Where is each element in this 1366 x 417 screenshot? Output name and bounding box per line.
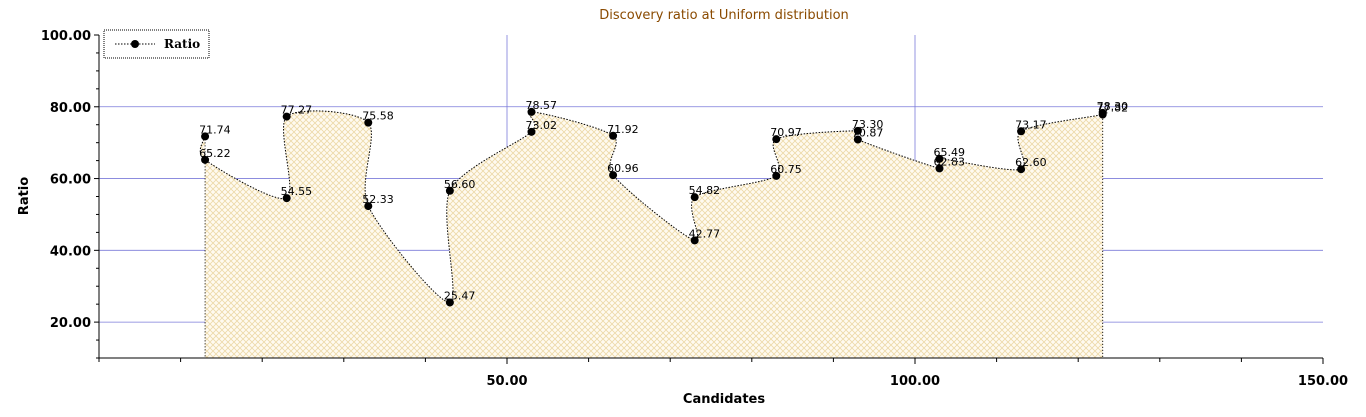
data-label: 52.33 (362, 193, 394, 206)
series-area (200, 110, 1108, 358)
data-point (853, 135, 862, 144)
data-point (1017, 127, 1026, 136)
y-tick-label: 20.00 (50, 316, 91, 331)
data-point (282, 112, 291, 121)
y-tick-label: 80.00 (50, 101, 91, 116)
data-label: 42.77 (689, 227, 721, 240)
data-point (527, 127, 536, 136)
legend-label: Ratio (164, 37, 200, 51)
x-tick-label: 100.00 (890, 374, 940, 389)
data-label: 77.82 (1097, 102, 1129, 115)
y-tick-label: 100.00 (41, 29, 91, 44)
data-point (853, 126, 862, 135)
data-point (201, 132, 210, 141)
data-point (690, 193, 699, 202)
x-axis-label: Candidates (683, 392, 765, 407)
data-points (201, 107, 1107, 307)
data-point (364, 118, 373, 127)
data-point (364, 202, 373, 211)
data-label: 65.22 (199, 147, 231, 160)
data-point (609, 171, 618, 180)
data-label: 65.49 (933, 146, 965, 159)
data-label: 71.74 (199, 123, 231, 136)
data-label: 70.97 (770, 126, 802, 139)
data-point (772, 171, 781, 180)
data-point (609, 131, 618, 140)
data-label: 62.83 (933, 155, 965, 168)
data-label: 73.02 (525, 119, 557, 132)
data-label: 78.30 (1097, 100, 1129, 113)
data-label: 25.47 (444, 289, 476, 302)
chart-title: Discovery ratio at Uniform distribution (599, 8, 849, 23)
legend-marker (131, 40, 139, 48)
y-tick-label: 40.00 (50, 244, 91, 259)
data-point (935, 164, 944, 173)
data-point (1017, 165, 1026, 174)
data-label: 78.57 (525, 99, 557, 112)
data-point (690, 236, 699, 245)
data-label: 73.17 (1015, 118, 1047, 131)
data-label: 60.75 (770, 163, 802, 176)
data-label: 54.82 (689, 184, 721, 197)
data-point (201, 155, 210, 164)
data-label: 77.27 (281, 104, 313, 117)
data-point (445, 186, 454, 195)
data-labels: 71.74 65.22 54.55 77.27 75.58 52.33 25.47 56.60… (199, 99, 1128, 303)
axes: 20.00 40.00 60.00 80.00 100.00 50.00 100.00 150… (41, 29, 1348, 389)
y-tick-label: 60.00 (50, 173, 91, 188)
data-label: 62.60 (1015, 156, 1047, 169)
data-label: 71.92 (607, 123, 639, 136)
data-label: 60.96 (607, 162, 639, 175)
data-point (527, 107, 536, 116)
data-point (445, 298, 454, 307)
data-label: 70.87 (852, 127, 884, 140)
data-label: 56.60 (444, 178, 476, 191)
x-tick-label: 150.00 (1298, 374, 1348, 389)
data-point (772, 135, 781, 144)
area-fill (200, 110, 1108, 358)
data-label: 73.30 (852, 118, 884, 131)
legend: Ratio (103, 29, 210, 59)
data-label: 75.58 (362, 110, 394, 123)
data-point (282, 194, 291, 203)
x-tick-label: 50.00 (486, 374, 527, 389)
y-axis-label: Ratio (17, 177, 32, 215)
data-label: 54.55 (281, 185, 313, 198)
data-point (935, 154, 944, 163)
data-point (1098, 108, 1107, 117)
